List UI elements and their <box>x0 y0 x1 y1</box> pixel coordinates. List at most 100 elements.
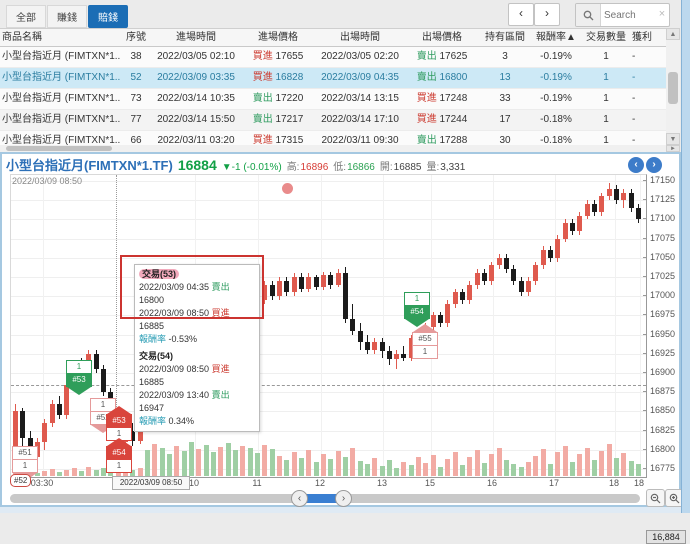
entry-price: 買進 17655 <box>252 51 304 62</box>
scroll-up-arrow[interactable]: ▲ <box>666 28 680 40</box>
gridline-h <box>11 353 646 355</box>
tab-全部[interactable]: 全部 <box>6 5 46 28</box>
exit-price: 賣出 17288 <box>416 135 468 146</box>
volume-bar <box>328 459 334 476</box>
y-tick <box>643 448 647 450</box>
candle <box>570 223 576 231</box>
candle <box>130 430 136 441</box>
candle <box>276 280 282 297</box>
trade-tooltip: 交易(53) 2022/03/09 04:35 賣出 16800 2022/03/0… <box>134 264 260 432</box>
candle <box>482 273 488 281</box>
gridline-h <box>11 296 646 298</box>
exit-price: 賣出 16800 <box>416 72 468 83</box>
y-tick <box>643 295 647 297</box>
table-row[interactable]: 小型台指近月 (FIMTXN*1... 77 2022/03/14 15:50 賣出 … <box>0 110 666 131</box>
entry-time: 2022/03/05 02:10 <box>157 51 235 62</box>
last-price-line <box>11 385 646 387</box>
marker-box: #53 <box>106 414 132 428</box>
scroll-down-arrow[interactable]: ▼ <box>666 133 680 145</box>
tab-賠錢[interactable]: 賠錢 <box>88 5 128 28</box>
zoom-out-button[interactable] <box>646 489 665 507</box>
product-name: 小型台指近月 (FIMTXN*1... <box>2 51 120 62</box>
candle <box>518 280 524 293</box>
col-header: 持有區間 <box>485 32 525 43</box>
volume-bar <box>269 449 275 476</box>
candle <box>533 265 539 281</box>
prev-page-button[interactable]: ‹ <box>508 3 534 26</box>
candle <box>496 257 502 266</box>
candle <box>460 292 466 301</box>
candle <box>628 192 634 208</box>
volume-bar <box>364 464 370 476</box>
col-header: 出場時間 <box>340 32 380 43</box>
chart-scrollbar-thumb[interactable] <box>299 494 345 503</box>
marker-tip <box>91 425 115 433</box>
trade-qty: 1 <box>603 93 609 104</box>
volume-value: 3,331 <box>440 162 466 173</box>
profit: - <box>632 114 636 125</box>
product-name: 小型台指近月 (FIMTXN*1... <box>2 93 120 104</box>
volume-bar <box>614 458 620 476</box>
hscroll-thumb[interactable] <box>6 146 112 151</box>
y-tick-label: 16875 <box>650 386 676 397</box>
product-name: 小型台指近月 (FIMTXN*1... <box>2 135 120 146</box>
volume-label: 量: <box>426 162 440 173</box>
zoom-in-button[interactable] <box>665 489 684 507</box>
gridline-h <box>11 257 646 259</box>
trade-marker-#54[interactable]: #54 1 <box>106 438 132 473</box>
volume-bar <box>526 462 532 476</box>
entry-time: 2022/03/11 03:20 <box>157 135 235 146</box>
candle <box>372 342 378 350</box>
trade-marker-#53[interactable]: #53 1 <box>106 406 132 441</box>
y-tick-label: 16825 <box>650 424 676 435</box>
chart-next-button[interactable]: › <box>646 157 662 173</box>
gridline-h <box>11 219 646 221</box>
candle <box>269 284 275 297</box>
trade-marker-#53[interactable]: 1 #53 <box>66 360 92 395</box>
candle <box>357 330 363 343</box>
x-tick-label: 16 <box>486 478 497 488</box>
volume-bar <box>181 451 187 476</box>
volume-bar <box>100 468 106 476</box>
candle <box>364 342 370 350</box>
x-tick-label: 12 <box>314 478 325 488</box>
next-page-button[interactable]: › <box>534 3 560 26</box>
volume-bar <box>467 457 473 476</box>
table-row[interactable]: 小型台指近月 (FIMTXN*1... 38 2022/03/05 02:10 買進 … <box>0 47 666 68</box>
marker-tip <box>107 438 131 446</box>
table-row[interactable]: 小型台指近月 (FIMTXN*1... 52 2022/03/09 03:35 買進 … <box>0 68 666 89</box>
trade-marker-#54[interactable]: 1 #54 <box>404 292 430 327</box>
volume-bar <box>64 470 70 476</box>
y-tick <box>643 468 647 469</box>
trade-tag-#52[interactable]: #52 <box>10 474 32 487</box>
profit: - <box>632 93 636 104</box>
y-tick-label: 17050 <box>650 251 676 262</box>
table-row[interactable]: 小型台指近月 (FIMTXN*1... 73 2022/03/14 10:35 賣出 … <box>0 89 666 110</box>
vscroll-thumb[interactable] <box>668 72 678 104</box>
trade-marker-#55[interactable]: #55 1 <box>412 324 438 359</box>
volume-bar <box>584 448 590 476</box>
chart-scroll-left-button[interactable]: ‹ <box>291 490 308 507</box>
candle <box>20 411 26 439</box>
volume-bar <box>489 454 495 476</box>
scroll-right-arrow[interactable]: ► <box>666 145 680 152</box>
candle <box>577 215 583 231</box>
col-header: 商品名稱 <box>2 32 42 43</box>
volume-bar <box>460 465 466 476</box>
holding-period: 13 <box>499 72 511 83</box>
marker-box: #53 <box>66 373 92 387</box>
volume-bar <box>628 461 634 476</box>
clear-search-icon[interactable]: × <box>658 8 666 20</box>
volume-bar <box>247 448 253 476</box>
chart-prev-button[interactable]: ‹ <box>628 157 644 173</box>
tab-賺錢[interactable]: 賺錢 <box>47 5 87 28</box>
chart-scroll-right-button[interactable]: › <box>335 490 352 507</box>
y-tick-label: 17100 <box>650 213 676 224</box>
search-input[interactable] <box>601 4 655 26</box>
marker-box: 1 <box>106 459 132 473</box>
chart-header: 小型台指近月(FIMTXN*1.TF) 16884 ▼-1 (-0.01%) 高… <box>6 155 465 174</box>
search-icon[interactable] <box>576 4 601 26</box>
marker-box: 1 <box>12 459 38 473</box>
candle <box>511 269 517 281</box>
